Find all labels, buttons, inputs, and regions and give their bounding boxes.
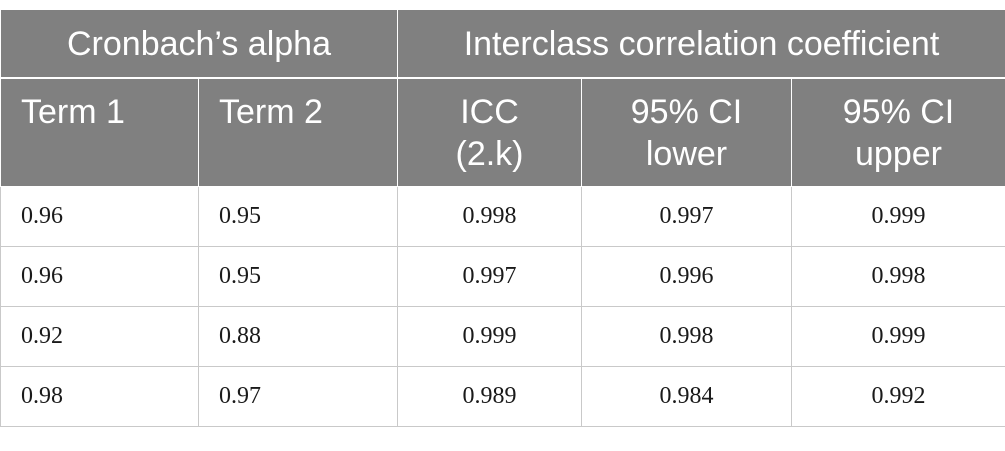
column-header-line: 95% CI bbox=[630, 93, 743, 131]
column-header-line: ICC bbox=[460, 93, 519, 131]
header-group-row: Cronbach’s alpha Interclass correlation … bbox=[0, 9, 1005, 79]
cell-icc: 0.998 bbox=[397, 186, 582, 247]
column-header-ci-lower: 95% CI lower bbox=[581, 77, 792, 187]
header-column-row: Term 1 Term 2 ICC (2.k) 95% CI lower 95%… bbox=[0, 77, 1005, 187]
column-header-line: lower bbox=[645, 135, 728, 173]
column-header-line: Term 2 bbox=[219, 93, 323, 131]
cell-ci-lower: 0.984 bbox=[581, 365, 792, 427]
cell-term-1: 0.96 bbox=[0, 245, 199, 307]
cell-ci-lower: 0.997 bbox=[581, 186, 792, 247]
column-header-line: (2.k) bbox=[455, 135, 524, 173]
cell-icc: 0.989 bbox=[397, 365, 582, 427]
cell-term-2: 0.95 bbox=[198, 186, 398, 247]
column-header-line: 95% CI bbox=[842, 93, 955, 131]
cell-ci-upper: 0.999 bbox=[791, 305, 1005, 367]
group-header-cronbach: Cronbach’s alpha bbox=[0, 9, 398, 79]
cell-term-2: 0.97 bbox=[198, 365, 398, 427]
table-body: 0.96 0.95 0.998 0.997 0.999 0.96 0.95 0.… bbox=[0, 186, 1005, 427]
group-header-icc: Interclass correlation coefficient bbox=[397, 9, 1005, 79]
cell-icc: 0.999 bbox=[397, 305, 582, 367]
cell-ci-upper: 0.992 bbox=[791, 365, 1005, 427]
table-row: 0.92 0.88 0.999 0.998 0.999 bbox=[0, 305, 1005, 367]
table-row: 0.98 0.97 0.989 0.984 0.992 bbox=[0, 365, 1005, 427]
table-row: 0.96 0.95 0.997 0.996 0.998 bbox=[0, 245, 1005, 307]
cell-ci-lower: 0.996 bbox=[581, 245, 792, 307]
column-header-term-1: Term 1 bbox=[0, 77, 199, 187]
column-header-ci-upper: 95% CI upper bbox=[791, 77, 1005, 187]
cell-term-1: 0.96 bbox=[0, 186, 199, 247]
cell-ci-upper: 0.998 bbox=[791, 245, 1005, 307]
reliability-table: Cronbach’s alpha Interclass correlation … bbox=[0, 9, 1005, 427]
cell-term-1: 0.92 bbox=[0, 305, 199, 367]
table-row: 0.96 0.95 0.998 0.997 0.999 bbox=[0, 186, 1005, 247]
column-header-icc: ICC (2.k) bbox=[397, 77, 582, 187]
cell-term-1: 0.98 bbox=[0, 365, 199, 427]
cell-term-2: 0.95 bbox=[198, 245, 398, 307]
column-header-line: Term 1 bbox=[21, 93, 125, 131]
cell-ci-lower: 0.998 bbox=[581, 305, 792, 367]
cell-term-2: 0.88 bbox=[198, 305, 398, 367]
cell-ci-upper: 0.999 bbox=[791, 186, 1005, 247]
column-header-line: upper bbox=[855, 135, 942, 173]
table-header: Cronbach’s alpha Interclass correlation … bbox=[0, 9, 1005, 187]
column-header-term-2: Term 2 bbox=[198, 77, 398, 187]
cell-icc: 0.997 bbox=[397, 245, 582, 307]
